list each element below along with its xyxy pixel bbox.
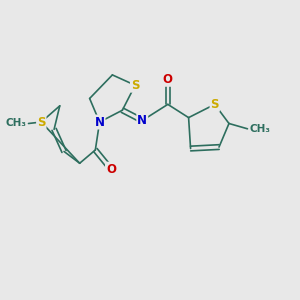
Text: CH₃: CH₃ [5,118,26,128]
Text: O: O [163,73,173,86]
Text: CH₃: CH₃ [250,124,271,134]
Text: S: S [211,98,219,111]
Text: N: N [94,116,105,128]
Text: S: S [131,79,140,92]
Text: N: N [137,114,147,127]
Text: S: S [37,116,46,128]
Text: O: O [106,163,116,176]
